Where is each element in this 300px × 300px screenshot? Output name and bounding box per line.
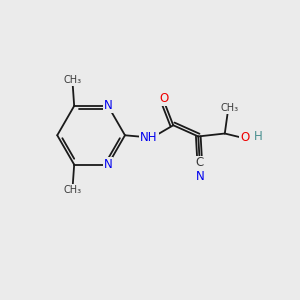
Text: N: N [196, 170, 205, 183]
Text: C: C [196, 157, 204, 169]
Text: N: N [104, 158, 112, 171]
Text: O: O [160, 92, 169, 105]
Text: CH₃: CH₃ [64, 185, 82, 195]
Text: CH₃: CH₃ [64, 75, 82, 85]
Text: CH₃: CH₃ [220, 103, 238, 113]
Text: O: O [240, 131, 249, 144]
Text: NH: NH [140, 131, 158, 144]
Text: H: H [254, 130, 263, 143]
Text: N: N [104, 100, 112, 112]
